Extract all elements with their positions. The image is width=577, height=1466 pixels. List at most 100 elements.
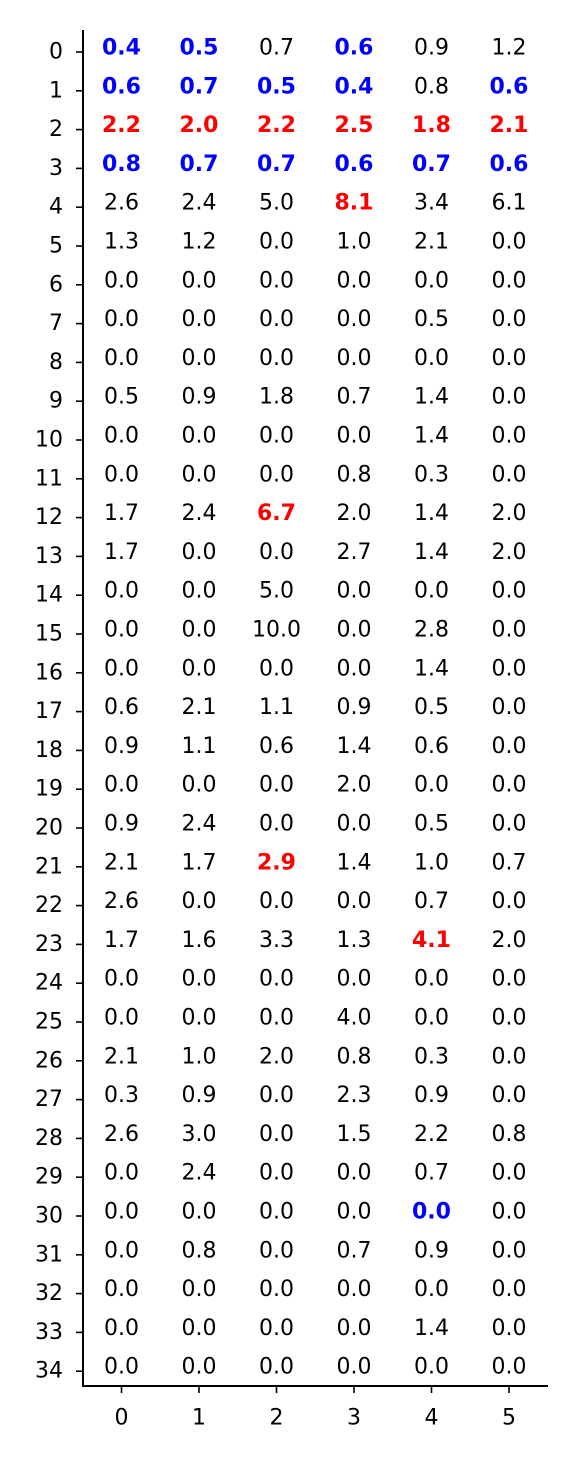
table-cell: 0.9 <box>182 1083 217 1108</box>
y-tick-label: 24 <box>35 971 63 996</box>
y-tick-label: 12 <box>35 505 63 530</box>
table-cell: 1.0 <box>182 1044 217 1069</box>
x-tick-label: 0 <box>115 1406 129 1431</box>
table-cell: 1.5 <box>337 1122 372 1147</box>
y-tick-label: 16 <box>35 660 63 685</box>
table-cell: 6.7 <box>257 501 296 526</box>
y-tick-label: 17 <box>35 699 63 724</box>
table-cell: 1.1 <box>259 695 294 720</box>
y-tick-label: 6 <box>49 272 63 297</box>
table-cell: 0.4 <box>335 74 374 99</box>
table-cell: 5.0 <box>259 191 294 216</box>
table-cell: 0.0 <box>182 1277 217 1302</box>
y-tick-label: 34 <box>35 1359 63 1384</box>
table-cell: 2.5 <box>335 113 374 138</box>
table-cell: 4.1 <box>412 928 451 953</box>
table-cell: 0.0 <box>492 424 527 449</box>
table-cell: 0.9 <box>104 734 139 759</box>
table-cell: 0.0 <box>492 1161 527 1186</box>
table-cell: 0.6 <box>102 74 141 99</box>
table-cell: 0.0 <box>492 1200 527 1225</box>
y-tick-label: 1 <box>49 78 63 103</box>
table-cell: 0.6 <box>490 74 529 99</box>
y-tick-label: 19 <box>35 777 63 802</box>
table-cell: 0.0 <box>414 1355 449 1380</box>
table-cell: 2.6 <box>104 191 139 216</box>
table-cell: 1.2 <box>492 36 527 61</box>
table-cell: 0.0 <box>337 1355 372 1380</box>
table-cell: 0.0 <box>182 967 217 992</box>
table-cell: 0.0 <box>104 967 139 992</box>
table-cell: 0.0 <box>104 1316 139 1341</box>
table-cell: 0.0 <box>182 1006 217 1031</box>
table-cell: 0.0 <box>337 1200 372 1225</box>
table-cell: 0.6 <box>104 695 139 720</box>
table-cell: 0.0 <box>337 307 372 332</box>
x-tick-label: 5 <box>502 1406 516 1431</box>
table-cell: 1.7 <box>104 540 139 565</box>
y-tick-label: 27 <box>35 1087 63 1112</box>
table-cell: 0.0 <box>492 812 527 837</box>
table-cell: 0.0 <box>259 230 294 255</box>
y-tick-label: 10 <box>35 428 63 453</box>
table-cell: 0.0 <box>259 1083 294 1108</box>
table-cell: 2.0 <box>492 501 527 526</box>
table-cell: 0.0 <box>492 773 527 798</box>
table-cell: 0.0 <box>259 656 294 681</box>
table-cell: 0.7 <box>414 889 449 914</box>
table-cell: 0.0 <box>337 346 372 371</box>
table-cell: 0.0 <box>104 1355 139 1380</box>
table-cell: 0.5 <box>180 36 219 61</box>
table-cell: 2.6 <box>104 889 139 914</box>
table-cell: 1.0 <box>414 850 449 875</box>
table-cell: 0.9 <box>104 812 139 837</box>
table-cell: 2.8 <box>414 618 449 643</box>
table-cell: 2.1 <box>104 1044 139 1069</box>
table-cell: 0.6 <box>414 734 449 759</box>
table-cell: 0.0 <box>259 424 294 449</box>
table-cell: 2.4 <box>182 501 217 526</box>
table-cell: 1.3 <box>337 928 372 953</box>
table-cell: 0.0 <box>492 1355 527 1380</box>
table-cell: 2.4 <box>182 1161 217 1186</box>
y-tick-label: 32 <box>35 1281 63 1306</box>
table-cell: 0.0 <box>104 462 139 487</box>
y-tick-label: 15 <box>35 622 63 647</box>
table-cell: 0.0 <box>414 773 449 798</box>
table-cell: 0.0 <box>337 967 372 992</box>
table-cell: 0.5 <box>414 307 449 332</box>
table-cell: 2.2 <box>257 113 296 138</box>
table-cell: 0.0 <box>492 656 527 681</box>
table-cell: 0.9 <box>414 1083 449 1108</box>
table-cell: 1.4 <box>337 850 372 875</box>
table-cell: 0.0 <box>492 268 527 293</box>
table-cell: 8.1 <box>335 191 374 216</box>
table-cell: 0.0 <box>412 1200 451 1225</box>
table-cell: 0.0 <box>182 307 217 332</box>
table-cell: 0.9 <box>182 385 217 410</box>
table-cell: 0.8 <box>102 152 141 177</box>
table-cell: 0.0 <box>104 773 139 798</box>
table-cell: 0.5 <box>257 74 296 99</box>
table-cell: 0.0 <box>492 618 527 643</box>
table-cell: 0.0 <box>259 1006 294 1031</box>
y-tick-label: 9 <box>49 389 63 414</box>
table-cell: 0.0 <box>182 462 217 487</box>
table-cell: 0.7 <box>412 152 451 177</box>
table-cell: 1.4 <box>414 1316 449 1341</box>
x-tick-label: 2 <box>270 1406 284 1431</box>
table-cell: 1.4 <box>414 424 449 449</box>
table-cell: 2.0 <box>492 540 527 565</box>
table-cell: 0.0 <box>182 1200 217 1225</box>
table-cell: 2.4 <box>182 812 217 837</box>
table-cell: 1.8 <box>259 385 294 410</box>
table-cell: 0.0 <box>259 1238 294 1263</box>
table-cell: 0.0 <box>182 346 217 371</box>
table-cell: 0.5 <box>414 812 449 837</box>
table-cell: 0.0 <box>259 346 294 371</box>
table-cell: 0.8 <box>414 74 449 99</box>
table-cell: 0.0 <box>337 1316 372 1341</box>
table-cell: 0.0 <box>259 1161 294 1186</box>
table-cell: 0.9 <box>337 695 372 720</box>
